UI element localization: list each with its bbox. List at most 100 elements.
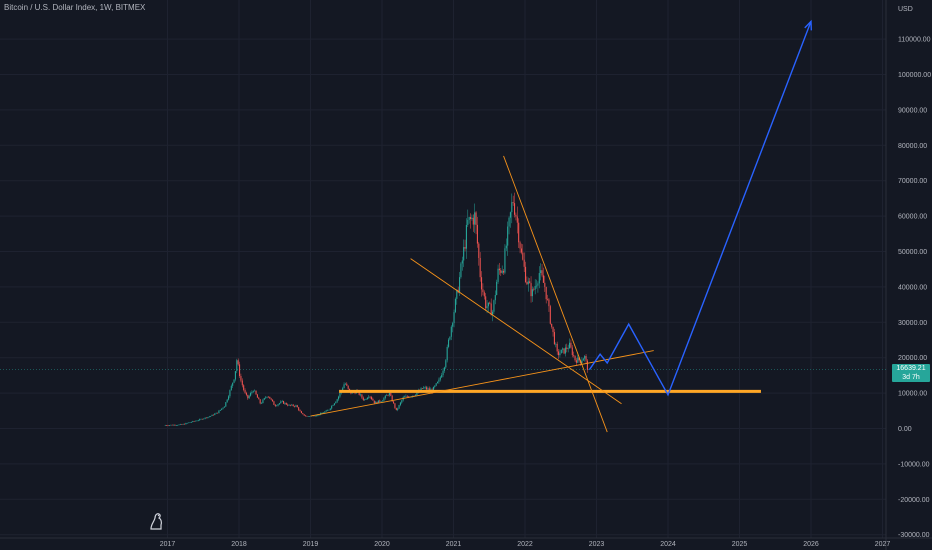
candle-body [217,412,219,414]
candle-body [529,281,531,284]
candle-body [586,360,588,370]
candle-body [388,392,390,396]
candle-body [556,343,558,352]
candle-body [266,396,268,398]
candle-body [571,347,573,356]
trendline [503,155,608,433]
candle-body [185,423,187,425]
candle-body [346,383,348,386]
candle-body [255,390,257,395]
candle-body [281,401,283,402]
candle-body [582,358,584,361]
candle-body [210,416,212,417]
candle-body [193,421,195,422]
candle-body [182,423,184,425]
candle-body [203,418,205,420]
candle-body [526,281,528,285]
candle-body [376,401,378,404]
candle-body [380,401,382,403]
candle-body [371,397,373,400]
price-axis-label: 20000.00 [898,355,927,362]
candle-body [321,412,323,414]
candle-body [164,425,166,426]
candle-body [454,298,456,313]
candle-body [342,388,344,391]
candle-body [401,400,403,403]
price-axis-label: -10000.00 [898,461,930,468]
candle-body [170,424,172,426]
candle-body [497,268,499,282]
candle-body [190,422,192,423]
candle-body [195,420,197,422]
candle-body [540,270,542,274]
candle-body [218,410,220,414]
candle-body [496,281,498,295]
candle-body [233,379,235,383]
candle-body [244,389,246,393]
candle-body [585,356,587,361]
candles [164,192,588,427]
candle-body [427,388,429,390]
candle-body [459,277,461,293]
candle-body [515,214,517,217]
current-price-value: 16639.21 [896,365,926,372]
candle-body [206,417,208,419]
candle-body [214,413,216,416]
candle-body [197,420,199,421]
candle-body [395,407,397,411]
candle-body [222,407,224,409]
candle-body [386,395,388,396]
candle-body [314,415,316,417]
candle-body [248,395,250,399]
candle-body [404,396,406,398]
candle-body [299,410,301,412]
candle-body [470,217,472,219]
candle-body [541,270,543,276]
candle-body [412,395,414,397]
projection-path [588,21,812,397]
candle-body [270,398,272,400]
candle-body [478,243,480,258]
candle-body [277,404,279,406]
candle-body [575,360,577,363]
candle-body [512,202,514,204]
time-axis-label: 2026 [803,541,819,548]
candle-body [375,401,377,404]
candle-body [558,351,560,356]
candle-body [416,392,418,396]
candle-body [391,395,393,402]
candle-body [303,414,305,416]
candle-body [240,376,242,381]
candle-body [237,360,239,365]
candle-body [450,326,452,337]
candle-body [336,399,338,402]
price-axis-label: 90000.00 [898,107,927,114]
symbol-title: Bitcoin / U.S. Dollar Index, 1W, BITMEX [4,3,146,12]
candle-body [476,224,478,244]
time-axis-label: 2027 [875,541,891,548]
candle-body [408,396,410,398]
tradingview-logo-icon[interactable] [148,512,164,530]
candle-body [503,270,505,273]
candle-body [362,397,364,401]
candle-body [523,259,525,267]
candle-body [289,404,291,406]
candle-body [276,405,278,407]
candle-body [399,402,401,406]
time-axis-label: 2017 [160,541,176,548]
price-axis-label: 0.00 [898,426,912,433]
candle-body [505,245,507,249]
candle-body [200,418,202,420]
candle-body [465,224,467,249]
candle-body [344,383,346,385]
candle-body [566,347,568,350]
candle-body [536,285,538,287]
candle-body [358,390,360,395]
candle-body [423,387,425,389]
candle-body [545,286,547,300]
candle-body [452,323,454,327]
candle-body [261,402,263,404]
candle-body [273,401,275,405]
